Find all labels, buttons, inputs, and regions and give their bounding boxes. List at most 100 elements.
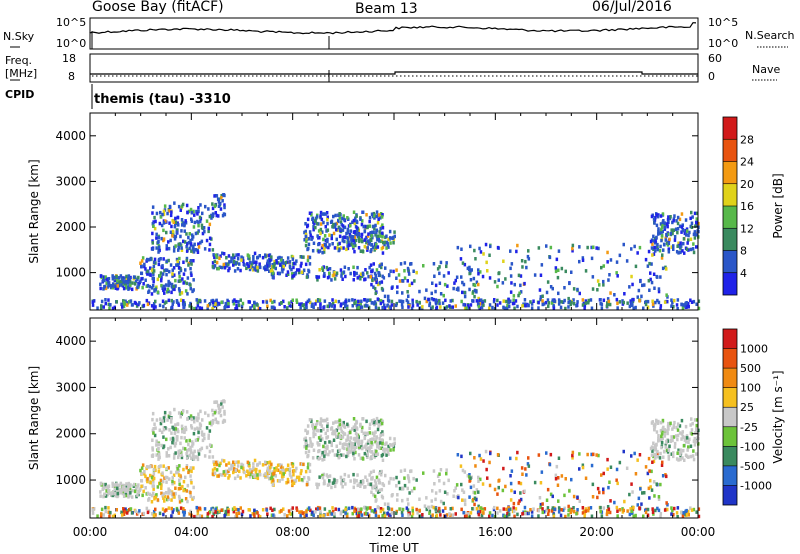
power-cell: [152, 272, 155, 277]
power-cell: [151, 270, 155, 274]
velocity-cell: [655, 443, 658, 447]
power-cell: [346, 306, 349, 311]
power-cell: [121, 277, 124, 282]
power-cell: [369, 231, 372, 235]
power-cell: [501, 281, 505, 285]
noise-left-bottom: 10^0: [56, 37, 87, 50]
velocity-cell: [606, 467, 609, 471]
power-cell: [271, 263, 274, 267]
power-cell: [602, 279, 605, 284]
power-cell: [656, 298, 659, 303]
velocity-cell: [660, 445, 663, 450]
velocity-cell: [549, 492, 553, 497]
cpid-label: CPID: [5, 88, 35, 101]
velocity-cell: [567, 513, 570, 517]
velocity-cell: [181, 510, 185, 514]
power-cell: [154, 261, 157, 265]
velocity-cell: [379, 446, 382, 450]
velocity-cell: [369, 482, 372, 487]
velocity-cell: [172, 441, 176, 445]
power-cell: [173, 245, 176, 250]
power-cell: [383, 294, 387, 299]
velocity-cell: [488, 460, 491, 465]
power-cell: [609, 291, 612, 295]
velocity-cell: [434, 509, 438, 514]
power-cell: [196, 212, 199, 216]
velocity-cell: [288, 473, 292, 477]
velocity-cell: [381, 513, 384, 518]
power-cell: [165, 247, 168, 251]
power-cell: [305, 236, 308, 241]
velocity-cell: [372, 420, 376, 425]
power-cell: [290, 272, 294, 276]
velocity-cell: [669, 421, 672, 426]
velocity-cell: [463, 511, 467, 515]
velocity-cell: [678, 431, 682, 435]
velocity-cell: [230, 467, 233, 471]
velocity-cell: [468, 473, 471, 477]
power-cell: [442, 293, 445, 298]
velocity-cell: [252, 475, 255, 479]
velocity-cell: [211, 468, 215, 472]
velocity-cell: [163, 410, 167, 415]
velocity-cell: [663, 428, 666, 432]
velocity-cell: [239, 506, 242, 510]
power-cell: [124, 280, 127, 284]
power-cell: [202, 226, 206, 230]
power-cell: [537, 300, 540, 305]
velocity-cell: [136, 485, 139, 489]
velocity-cell: [203, 454, 207, 458]
velocity-cell: [116, 486, 119, 491]
power-cell: [336, 242, 340, 246]
velocity-cell: [650, 488, 654, 492]
velocity-cell: [189, 490, 192, 495]
velocity-cell: [152, 467, 156, 472]
date-title: 06/Jul/2016: [592, 0, 672, 15]
velocity-cell: [187, 470, 190, 475]
velocity-cell: [121, 485, 124, 489]
power-cell: [530, 306, 534, 310]
velocity-cell: [212, 512, 215, 517]
velocity-cell: [187, 447, 191, 452]
velocity-cell: [292, 481, 296, 485]
velocity-cell: [435, 513, 439, 518]
velocity-cell: [372, 469, 375, 473]
power-cell: [381, 251, 385, 255]
velocity-cell: [177, 429, 180, 434]
velocity-cell: [636, 503, 639, 507]
power-cell: [363, 298, 366, 302]
power-cell: [390, 303, 394, 307]
velocity-cell: [126, 509, 130, 513]
power-cell: [252, 255, 255, 259]
power-cell: [156, 240, 160, 245]
power-cell: [294, 272, 297, 276]
velocity-cell: [185, 410, 189, 414]
velocity-cell: [216, 474, 219, 478]
velocity-cell: [653, 494, 656, 498]
power-cell: [225, 256, 228, 260]
power-cell: [113, 305, 116, 310]
velocity-cell: [96, 514, 99, 518]
power-cell: [228, 260, 231, 264]
velocity-cell: [154, 468, 157, 473]
velocity-cell: [316, 485, 319, 490]
power-cell: [484, 242, 488, 247]
velocity-cell: [305, 513, 308, 517]
power-cell: [192, 244, 195, 249]
velocity-cell: [163, 476, 166, 480]
power-cell: [676, 230, 679, 235]
power-cell: [377, 213, 381, 217]
power-cell: [262, 266, 266, 270]
power-cell: [477, 302, 480, 306]
velocity-cell: [674, 434, 678, 438]
velocity-cell: [340, 429, 343, 434]
power-cell: [311, 302, 314, 307]
velocity-colorbar-segment: [723, 348, 737, 369]
power-cell: [162, 288, 165, 293]
velocity-cell: [159, 421, 163, 426]
velocity-cell: [179, 441, 182, 446]
velocity-cell: [453, 489, 456, 493]
power-cell: [332, 273, 336, 277]
velocity-cell: [156, 498, 160, 502]
velocity-cell: [581, 506, 585, 510]
